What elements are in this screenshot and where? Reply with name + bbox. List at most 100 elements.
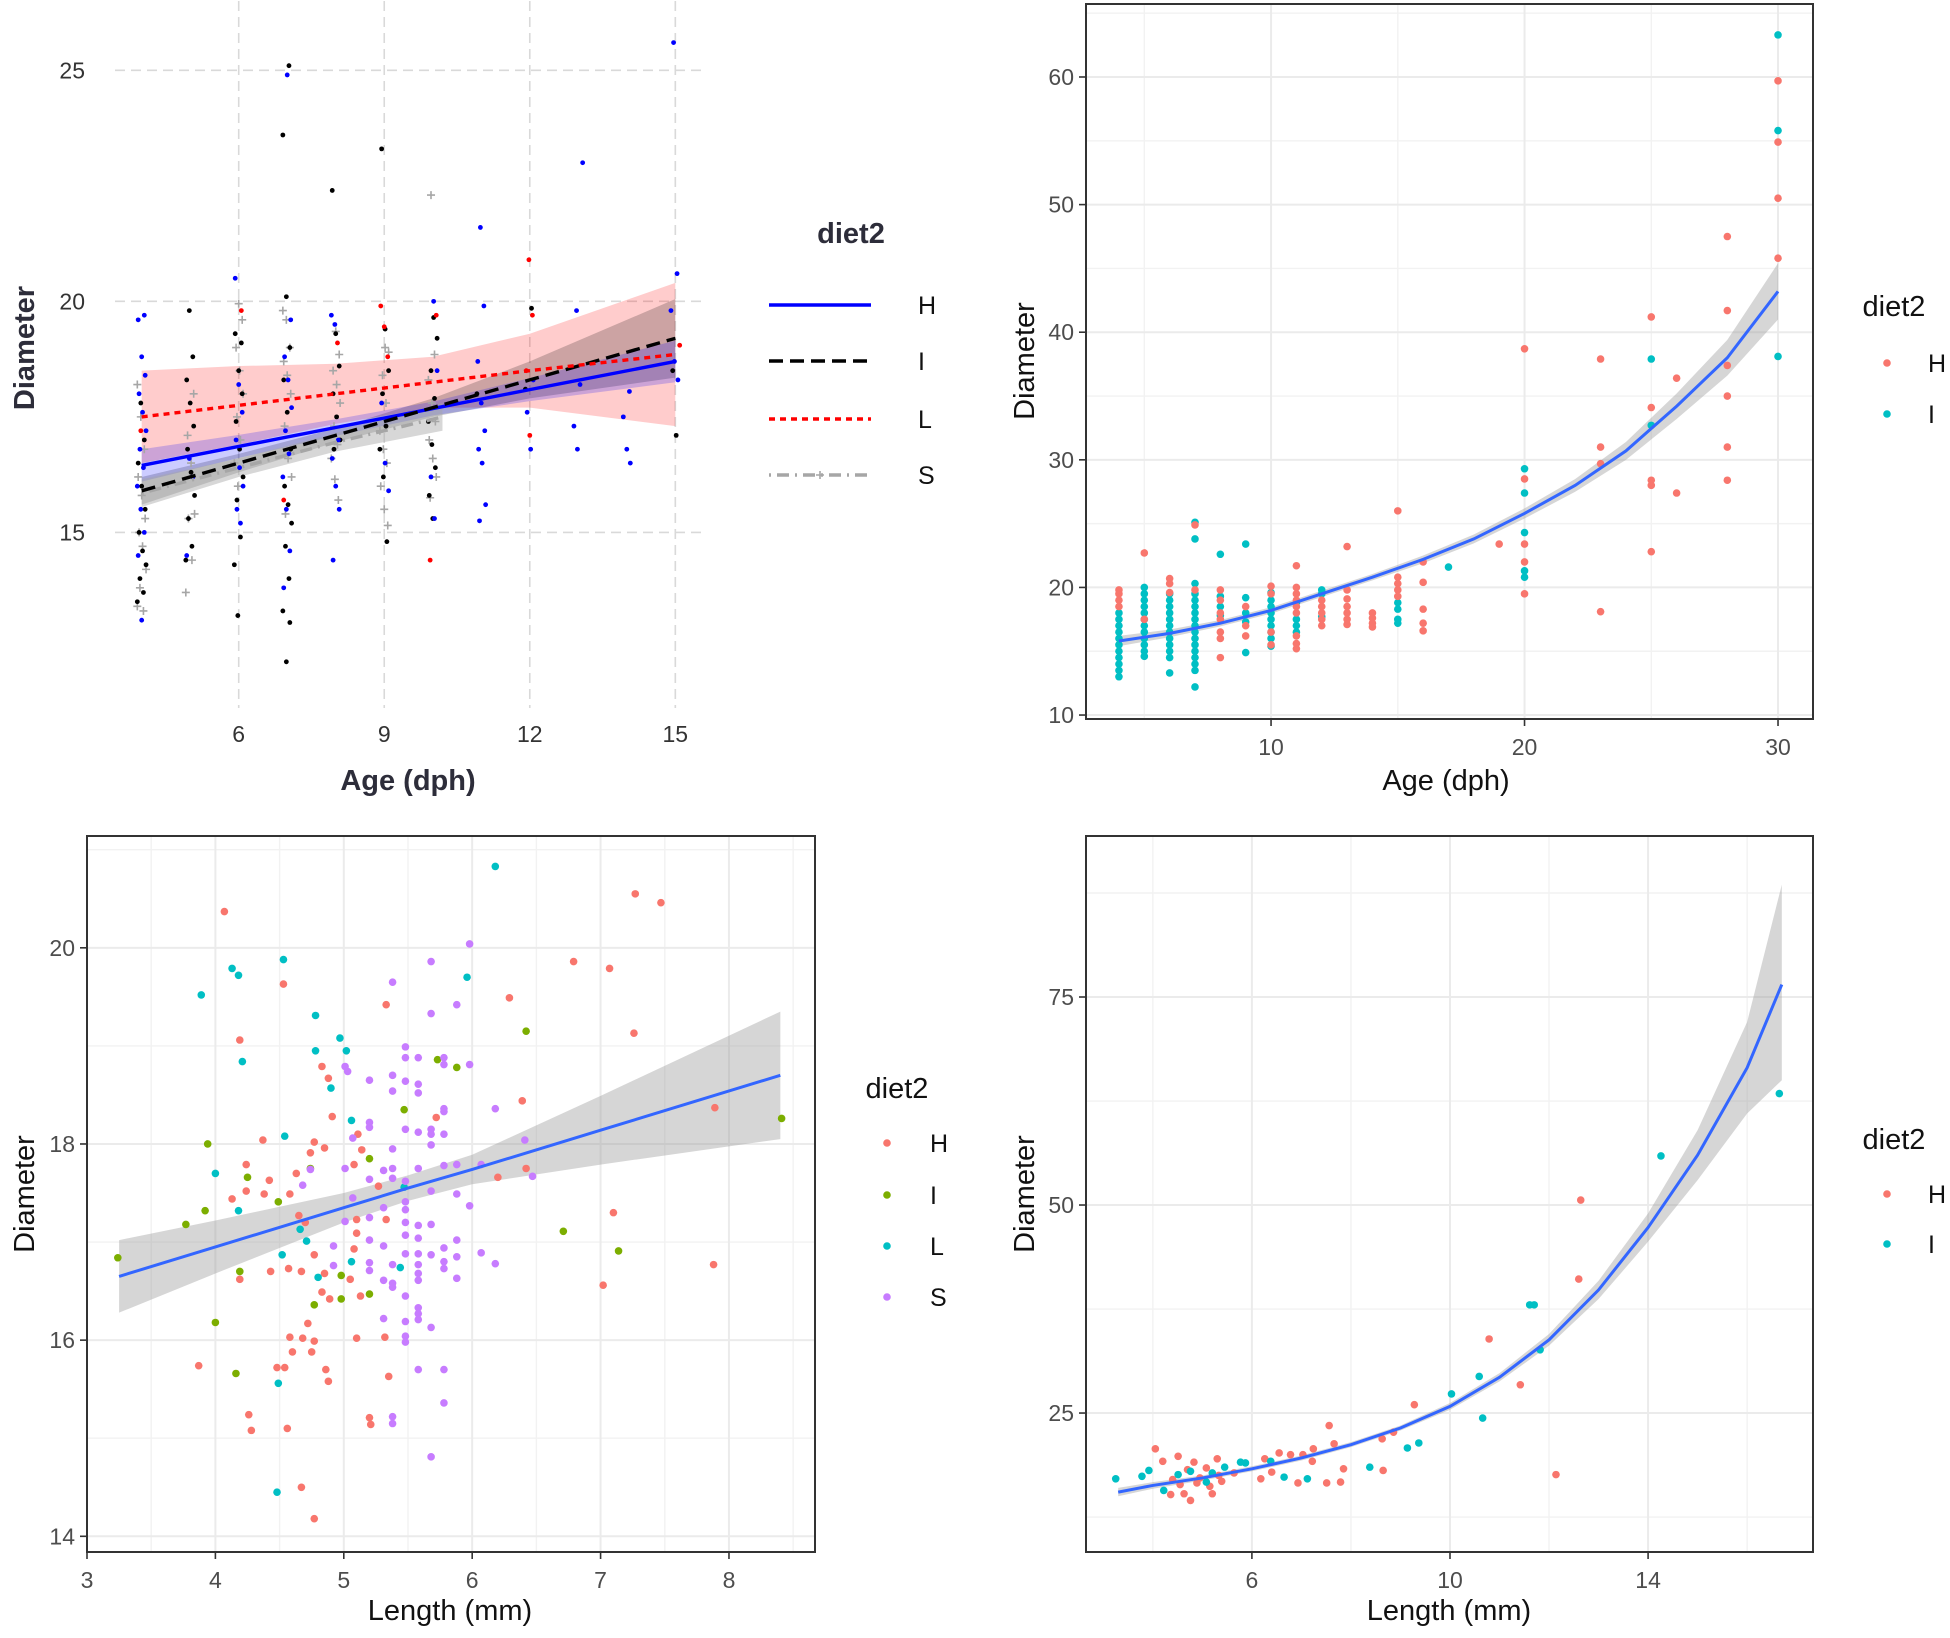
data-point-s: [401, 1338, 410, 1346]
data-point-h: [1267, 582, 1275, 590]
data-point-h: [1596, 607, 1605, 616]
data-point-s: [401, 1077, 410, 1086]
data-point-l: [311, 1011, 320, 1020]
data-point-h: [194, 1361, 203, 1370]
y-tick-label: 15: [59, 519, 85, 545]
confidence-ribbon-s: [141, 403, 443, 507]
data-point-i: [287, 345, 293, 350]
data-point-h: [1317, 602, 1326, 611]
data-point-l: [433, 312, 439, 318]
legend-item-h: H: [769, 292, 936, 320]
data-point-s: [187, 459, 196, 468]
data-point-s: [234, 299, 243, 308]
data-point-h: [324, 1377, 333, 1386]
data-point-h: [1267, 628, 1275, 636]
data-point-i: [211, 1318, 220, 1327]
data-point-h: [432, 516, 437, 521]
data-point-h: [333, 483, 339, 489]
data-point-h: [374, 1182, 383, 1190]
data-point-s: [452, 1252, 461, 1261]
data-point-s: [365, 1076, 374, 1085]
data-point-h: [287, 548, 293, 554]
data-point-h: [233, 437, 239, 443]
data-point-s: [287, 472, 296, 481]
legend-title: diet2: [1863, 291, 1926, 323]
data-point-h: [620, 414, 626, 420]
data-point-s: [427, 1141, 435, 1149]
data-point-i: [1165, 653, 1174, 662]
data-point-h: [1286, 1450, 1295, 1459]
data-point-s: [183, 431, 192, 440]
data-point-s: [440, 1060, 448, 1069]
data-point-i: [1159, 1486, 1168, 1495]
data-point-h: [1343, 542, 1351, 551]
data-point-l: [385, 354, 391, 360]
y-tick-label: 18: [49, 1131, 75, 1157]
legend-label: I: [918, 348, 925, 376]
data-point-h: [135, 317, 141, 323]
data-point-s: [341, 1217, 349, 1226]
legend-label: H: [1928, 1181, 1946, 1209]
data-point-s: [440, 1244, 448, 1252]
data-point-h: [1343, 595, 1351, 603]
data-point-s: [181, 588, 190, 597]
x-tick-label: 6: [232, 721, 245, 747]
data-point-s: [388, 1412, 397, 1421]
data-point-i: [333, 331, 339, 337]
data-point-s: [452, 1000, 461, 1009]
data-point-h: [1216, 596, 1225, 604]
data-point-h: [282, 354, 287, 360]
y-axis-title: Diameter: [9, 286, 41, 410]
data-point-h: [284, 1264, 293, 1273]
data-point-h: [382, 460, 388, 466]
data-point-i: [135, 460, 141, 466]
data-point-s: [477, 1249, 485, 1257]
data-point-i: [1165, 609, 1174, 617]
data-point-h: [285, 377, 291, 383]
data-point-s: [430, 350, 439, 359]
data-point-h: [477, 518, 482, 524]
data-point-s: [432, 472, 441, 481]
data-point-h: [1317, 621, 1326, 630]
fit-line-fit: [1117, 983, 1784, 1494]
data-point-h: [1393, 592, 1402, 601]
data-point-l: [197, 991, 206, 999]
data-point-s: [379, 1276, 388, 1285]
data-point-i: [1140, 602, 1149, 611]
data-point-h: [1292, 583, 1301, 592]
data-point-h: [434, 368, 440, 374]
data-point-i: [283, 659, 289, 665]
data-point-i: [238, 340, 244, 346]
data-point-l: [278, 1251, 286, 1259]
data-point-h: [184, 553, 190, 558]
data-point-h: [1393, 507, 1402, 515]
data-point-s: [427, 1323, 435, 1332]
data-point-h: [1208, 1489, 1217, 1498]
data-point-h: [346, 1275, 355, 1284]
data-point-h: [630, 1029, 638, 1037]
data-point-s: [491, 1104, 500, 1113]
data-point-i: [1280, 1473, 1288, 1481]
data-point-h: [1520, 558, 1529, 566]
data-point-i: [1520, 528, 1529, 537]
data-point-h: [1672, 374, 1681, 382]
data-point-h: [297, 1267, 306, 1276]
data-point-i: [283, 294, 289, 300]
data-point-h: [236, 382, 242, 387]
data-point-s: [329, 1261, 338, 1270]
data-point-s: [365, 1236, 374, 1244]
data-point-i: [433, 1055, 442, 1064]
legend-label: H: [1928, 350, 1946, 378]
data-point-h: [139, 617, 145, 623]
x-tick-label: 10: [1437, 1567, 1463, 1593]
data-point-h: [1115, 590, 1123, 598]
data-point-h: [1241, 602, 1250, 611]
data-point-s: [401, 1205, 410, 1214]
data-point-i: [1647, 355, 1656, 363]
data-point-i: [1775, 1089, 1784, 1098]
data-point-s: [401, 1292, 410, 1300]
data-point-l: [279, 955, 288, 964]
data-point-i: [1115, 660, 1123, 668]
data-point-h: [631, 890, 640, 898]
data-point-h: [627, 460, 633, 466]
